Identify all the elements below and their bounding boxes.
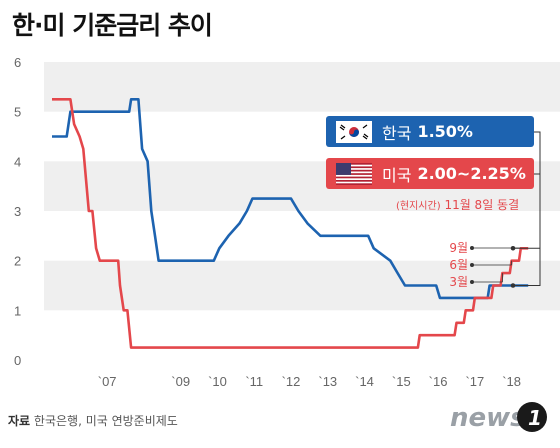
x-tick-label: `12 (282, 374, 301, 389)
us-rate: 2.00~2.25% (417, 164, 526, 183)
us-flag-icon (336, 162, 372, 185)
x-tick-label: `07 (98, 374, 117, 389)
korea-legend-badge: 한국 1.50% (326, 116, 534, 147)
x-tick-label: `09 (171, 374, 190, 389)
annotation-dot (470, 263, 474, 267)
annotation-label: 3월 (449, 275, 468, 289)
page-title: 한·미 기준금리 추이 (12, 11, 213, 40)
y-tick-label: 4 (14, 154, 21, 169)
us-label: 미국 (382, 165, 412, 185)
korea-end-dot (510, 283, 516, 288)
annotation-dot (470, 280, 474, 284)
korea-flag-icon (336, 120, 372, 143)
annotation-label: 9월 (449, 241, 468, 255)
annotation-label: 6월 (449, 258, 468, 272)
y-tick-label: 5 (14, 105, 21, 120)
x-tick-label: `14 (355, 374, 374, 389)
x-tick-label: `15 (392, 374, 411, 389)
news1-logo: news 1 (450, 402, 547, 433)
x-tick-labels: `07 `09 `10 `11 `12 `13 `14 `15 `16 `17 `18 (98, 374, 521, 389)
korea-rate: 1.50% (417, 122, 473, 141)
korea-label: 한국 (382, 123, 412, 143)
x-tick-label: `17 (465, 374, 484, 389)
grid-band (44, 62, 560, 112)
source-caption: 자료 한국은행, 미국 연방준비제도 (8, 412, 178, 429)
annotation-dot (470, 246, 474, 250)
y-tick-label: 1 (14, 303, 21, 318)
source-text: 한국은행, 미국 연방준비제도 (33, 414, 178, 428)
freeze-note: (현지시간) 11월 8일 동결 (396, 196, 519, 213)
annotations: 9월 6월 3월 (449, 131, 541, 289)
korea-connector (513, 131, 541, 286)
y-tick-label: 2 (14, 254, 21, 269)
y-tick-labels: 0 1 2 3 4 5 6 (14, 55, 21, 368)
y-tick-label: 6 (14, 55, 21, 70)
x-tick-label: `16 (429, 374, 448, 389)
svg-text:1: 1 (528, 406, 542, 430)
y-tick-label: 3 (14, 204, 21, 219)
x-tick-label: `13 (318, 374, 337, 389)
korea-rate-line (52, 98, 529, 300)
x-tick-label: `11 (245, 374, 263, 389)
note-text: 11월 8일 동결 (444, 198, 520, 212)
y-tick-label: 0 (14, 353, 21, 368)
x-tick-label: `10 (208, 374, 227, 389)
x-tick-label: `18 (502, 374, 521, 389)
note-prefix: (현지시간) (396, 201, 441, 212)
us-legend-badge: 미국 2.00~2.25% (326, 158, 534, 189)
svg-text:news: news (450, 403, 526, 433)
source-label: 자료 (8, 414, 31, 428)
